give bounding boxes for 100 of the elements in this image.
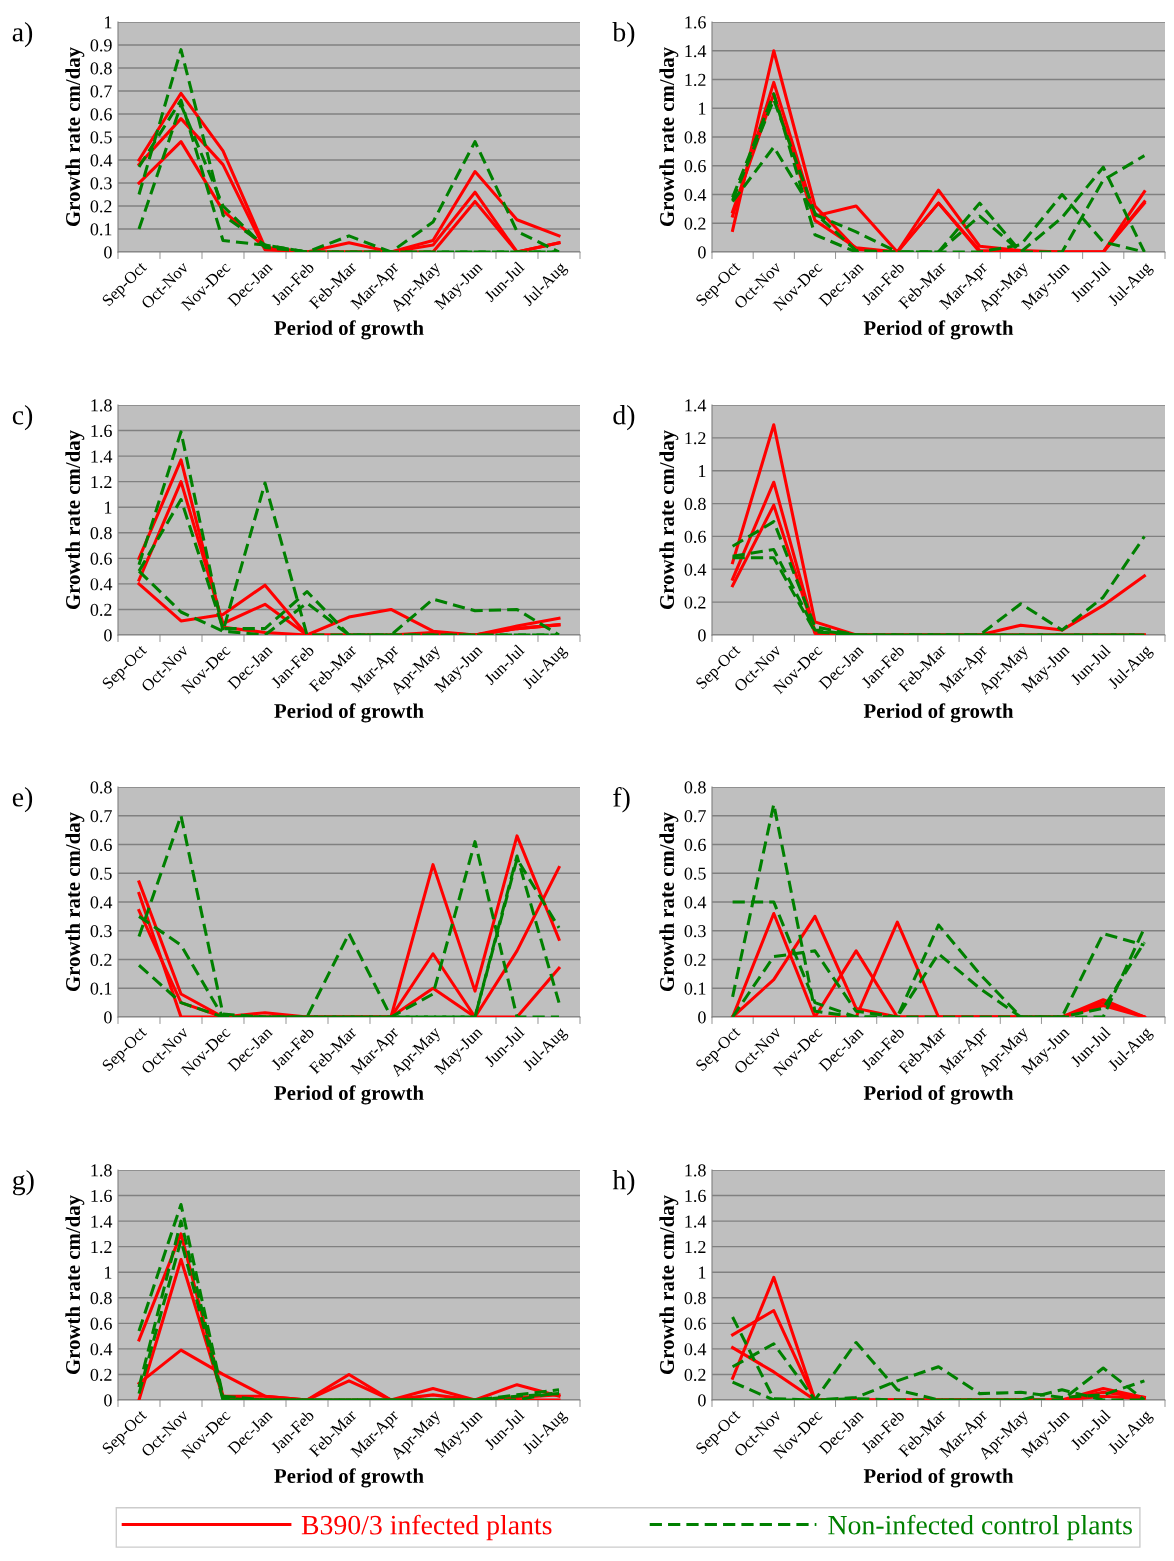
- y-axis-title: Growth rate cm/day: [65, 47, 85, 227]
- y-tick-label: 0.2: [90, 200, 112, 213]
- y-axis-title: Growth rate cm/day: [65, 812, 85, 992]
- chart-title: a): [12, 22, 33, 48]
- y-axis-title: Growth rate cm/day: [659, 47, 679, 227]
- y-tick-label: 0.5: [684, 867, 706, 880]
- y-tick-label: 1.8: [685, 1164, 706, 1177]
- chart-title: e): [12, 787, 33, 813]
- y-tick-label: 0.3: [90, 177, 112, 190]
- y-tick-label: 0.4: [90, 896, 113, 909]
- y-tick-label: 0.3: [90, 925, 112, 938]
- y-tick-label: 1.4: [685, 399, 707, 412]
- chart-title: h): [612, 1170, 635, 1196]
- y-tick-label: 1.4: [685, 1215, 707, 1228]
- y-tick-label: 0.9: [90, 39, 112, 52]
- y-tick-label: 0.8: [684, 781, 706, 794]
- chart-title: b): [612, 22, 635, 48]
- y-tick-label: 0.8: [90, 62, 112, 75]
- x-axis-title: Period of growth: [863, 1468, 1014, 1488]
- y-tick-label: 1.8: [91, 399, 112, 412]
- y-tick-label: 0.2: [684, 1368, 706, 1381]
- y-tick-label: 1: [105, 501, 112, 514]
- y-tick-label: 0.4: [90, 578, 113, 591]
- y-tick-label: 1.2: [685, 73, 706, 87]
- chart-title: d): [613, 405, 635, 431]
- x-axis-title: Period of growth: [274, 1085, 424, 1105]
- y-tick-label: 0.2: [684, 596, 706, 609]
- y-axis-title: Growth rate cm/day: [659, 430, 679, 610]
- y-tick-label: 0.8: [90, 1292, 112, 1305]
- x-axis-title: Period of growth: [863, 1085, 1014, 1105]
- x-axis-title: Period of growth: [274, 703, 424, 723]
- chart-title: c): [12, 405, 33, 431]
- y-tick-label: 0.2: [90, 1368, 112, 1381]
- y-axis-title: Growth rate cm/day: [659, 812, 679, 992]
- y-tick-label: 0.6: [684, 530, 706, 543]
- y-tick-label: 0.2: [684, 953, 706, 967]
- y-tick-label: 1.6: [685, 16, 706, 29]
- y-tick-label: 0.6: [90, 552, 112, 565]
- chart-title: f): [613, 787, 630, 813]
- y-tick-label: 0.5: [90, 867, 112, 880]
- y-tick-label: 0.2: [90, 953, 112, 967]
- y-tick-label: 0.2: [684, 217, 706, 230]
- y-tick-label: 1.6: [91, 424, 112, 438]
- y-tick-label: 0.4: [684, 563, 707, 576]
- y-tick-label: 0.6: [90, 1317, 112, 1330]
- x-axis-title: Period of growth: [274, 1468, 424, 1488]
- y-tick-label: 1.2: [685, 1240, 706, 1254]
- y-tick-label: 0: [104, 1394, 112, 1407]
- y-tick-label: 0: [698, 629, 706, 642]
- y-tick-label: 1: [699, 1266, 706, 1279]
- y-tick-label: 1.4: [91, 1215, 113, 1228]
- y-tick-label: 0: [104, 246, 112, 259]
- y-tick-label: 0.4: [90, 1343, 113, 1356]
- x-axis-title: Period of growth: [863, 320, 1014, 340]
- y-tick-label: 0.8: [684, 1292, 706, 1305]
- y-tick-label: 1.2: [91, 1240, 112, 1254]
- y-tick-label: 0.1: [90, 982, 112, 995]
- y-tick-label: 0.4: [684, 896, 707, 909]
- y-tick-label: 0.6: [684, 1317, 706, 1330]
- y-tick-label: 1.2: [685, 432, 706, 445]
- y-tick-label: 1.4: [91, 450, 113, 463]
- y-tick-label: 0.3: [684, 925, 706, 938]
- x-axis-title: Period of growth: [274, 320, 424, 340]
- y-tick-label: 0: [698, 246, 706, 259]
- y-tick-label: 0.4: [684, 1343, 707, 1356]
- y-tick-label: 1.4: [685, 45, 707, 58]
- y-axis-title: Growth rate cm/day: [659, 1195, 679, 1375]
- y-tick-label: 0: [104, 629, 112, 642]
- y-tick-label: 1: [699, 465, 706, 477]
- y-tick-label: 1: [105, 1266, 112, 1279]
- y-tick-label: 0.6: [90, 838, 112, 852]
- y-axis-title: Growth rate cm/day: [65, 430, 85, 610]
- y-tick-label: 0.6: [684, 160, 706, 173]
- chart-title: g): [12, 1170, 34, 1196]
- y-tick-label: 0.8: [90, 527, 112, 540]
- text: Non-infected control plants: [828, 1514, 1132, 1541]
- y-axis-title: Growth rate cm/day: [65, 1195, 85, 1375]
- y-tick-label: 0.7: [684, 810, 706, 823]
- y-tick-label: 0.2: [90, 603, 112, 616]
- y-tick-label: 0.5: [90, 131, 112, 144]
- y-tick-label: 1.2: [91, 475, 112, 489]
- y-tick-label: 0.6: [90, 108, 112, 121]
- y-tick-label: 0.4: [684, 188, 707, 202]
- text: B390/3 infected plants: [301, 1514, 552, 1541]
- y-tick-label: 0.1: [684, 982, 706, 995]
- y-tick-label: 0.4: [90, 154, 113, 167]
- y-tick-label: 0: [104, 1011, 112, 1024]
- y-tick-label: 0.8: [684, 497, 706, 511]
- y-tick-label: 0.7: [90, 85, 112, 98]
- y-tick-label: 1.6: [685, 1189, 706, 1203]
- y-tick-label: 0: [698, 1394, 706, 1407]
- y-tick-label: 1: [105, 16, 112, 29]
- y-tick-label: 0: [698, 1011, 706, 1024]
- y-tick-label: 1: [699, 102, 706, 115]
- y-tick-label: 0.6: [684, 838, 706, 852]
- y-tick-label: 1.6: [91, 1189, 112, 1203]
- y-tick-label: 1.8: [91, 1164, 112, 1177]
- y-tick-label: 0.7: [90, 810, 112, 823]
- x-axis-title: Period of growth: [863, 703, 1014, 723]
- y-tick-label: 0.1: [90, 223, 112, 236]
